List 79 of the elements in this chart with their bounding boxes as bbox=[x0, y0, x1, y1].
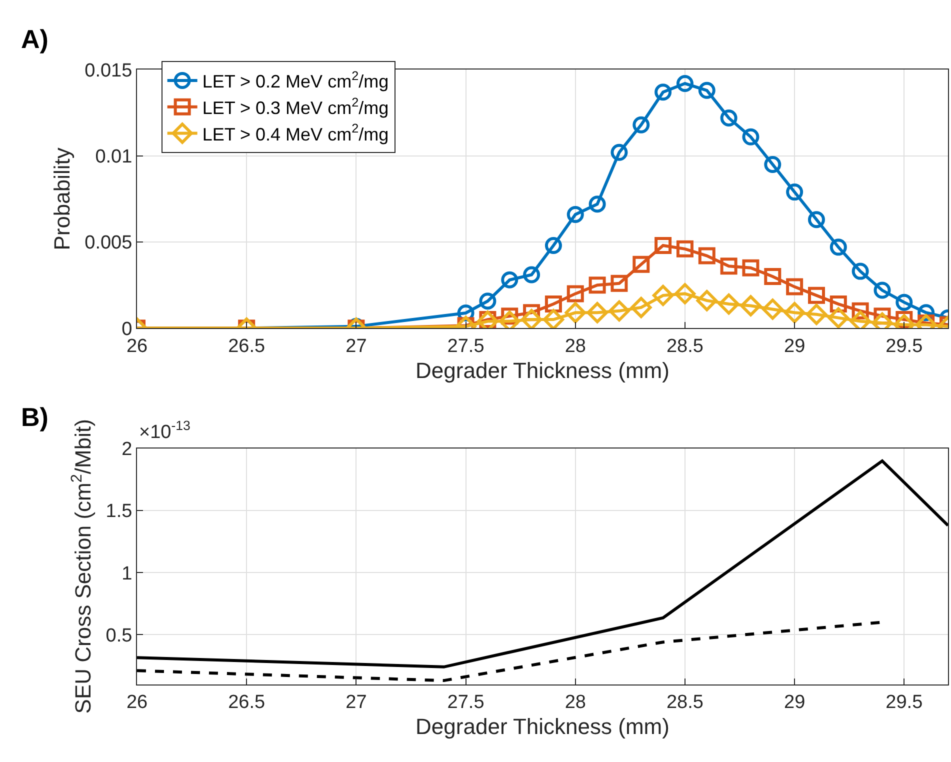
point bbox=[608, 300, 630, 322]
x-tick-label: 28 bbox=[564, 336, 586, 357]
point bbox=[632, 256, 650, 273]
point bbox=[762, 298, 784, 320]
chart-title: B) bbox=[21, 402, 48, 432]
point bbox=[610, 144, 628, 161]
point bbox=[828, 307, 850, 328]
point bbox=[698, 247, 716, 264]
point bbox=[564, 302, 586, 324]
point bbox=[806, 304, 828, 325]
x-tick-label: 29.5 bbox=[886, 692, 923, 714]
point bbox=[566, 285, 584, 302]
point bbox=[654, 84, 672, 101]
point bbox=[764, 156, 782, 173]
y-tick-label: 1 bbox=[122, 563, 132, 584]
y-tick-label: 2 bbox=[122, 439, 132, 460]
x-axis-title: Degrader Thickness (mm) bbox=[416, 714, 670, 739]
point bbox=[632, 116, 650, 134]
point bbox=[544, 236, 562, 254]
point bbox=[586, 302, 608, 324]
x-tick-label: 27 bbox=[346, 336, 367, 357]
point bbox=[501, 271, 518, 288]
x-tick-label: 26 bbox=[126, 692, 148, 714]
point bbox=[742, 259, 760, 276]
point bbox=[808, 211, 825, 228]
point bbox=[698, 82, 716, 99]
text: ×10$^{-13}$ bbox=[139, 418, 190, 443]
point bbox=[852, 262, 869, 280]
point bbox=[523, 266, 540, 284]
point bbox=[740, 295, 762, 316]
y-tick-label: 0.005 bbox=[84, 232, 132, 254]
point bbox=[830, 238, 847, 256]
x-tick-label: 27.5 bbox=[447, 336, 484, 357]
legend-label: LET > 0.4 MeV cm$^{2}$/mg bbox=[202, 122, 389, 144]
x-tick-label: 26.5 bbox=[228, 336, 266, 357]
point bbox=[520, 308, 542, 328]
point bbox=[566, 206, 584, 223]
point bbox=[896, 294, 913, 311]
point bbox=[696, 290, 718, 312]
point bbox=[742, 128, 760, 146]
point bbox=[786, 184, 804, 201]
point bbox=[676, 240, 694, 258]
x-tick-label: 28 bbox=[564, 692, 586, 714]
x-tick-label: 29.5 bbox=[886, 336, 923, 357]
point bbox=[652, 284, 674, 306]
line-series bbox=[137, 459, 948, 668]
y-tick-label: 0.5 bbox=[106, 625, 132, 646]
x-tick-label: 28.5 bbox=[666, 692, 704, 714]
point bbox=[718, 293, 740, 315]
point bbox=[808, 286, 825, 304]
point bbox=[610, 274, 628, 292]
point bbox=[588, 196, 606, 213]
point bbox=[720, 258, 738, 275]
y-axis-title: Probability bbox=[49, 148, 74, 250]
point bbox=[874, 282, 891, 299]
point bbox=[654, 236, 672, 254]
point bbox=[479, 292, 496, 310]
chart-title: A) bbox=[21, 24, 48, 54]
x-tick-label: 29 bbox=[784, 692, 806, 714]
y-tick-label: 1.5 bbox=[106, 501, 132, 522]
legend-label: LET > 0.3 MeV cm$^{2}$/mg bbox=[202, 95, 389, 118]
point bbox=[784, 302, 806, 324]
legend-label: LET > 0.2 MeV cm$^{2}$/mg bbox=[202, 68, 389, 92]
point bbox=[720, 109, 738, 126]
x-tick-label: 28.5 bbox=[666, 336, 704, 357]
x-tick-label: 26.5 bbox=[228, 692, 266, 714]
point bbox=[674, 283, 696, 304]
x-axis-title: Degrader Thickness (mm) bbox=[416, 358, 670, 383]
y-tick-label: 0.015 bbox=[84, 60, 132, 82]
point bbox=[630, 296, 652, 318]
x-tick-label: 29 bbox=[784, 336, 806, 357]
point bbox=[676, 75, 694, 92]
point bbox=[786, 278, 804, 296]
point bbox=[542, 308, 564, 328]
point bbox=[764, 268, 782, 285]
y-tick-label: 0.01 bbox=[95, 146, 132, 168]
x-tick-label: 27.5 bbox=[447, 692, 484, 714]
point bbox=[588, 276, 606, 294]
x-tick-label: 27 bbox=[346, 692, 367, 714]
